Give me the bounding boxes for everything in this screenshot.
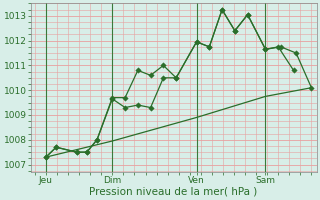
X-axis label: Pression niveau de la mer( hPa ): Pression niveau de la mer( hPa ) bbox=[90, 187, 258, 197]
